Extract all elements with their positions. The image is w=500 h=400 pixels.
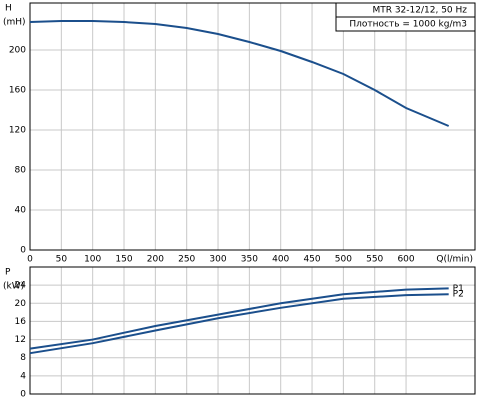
x-tick-label: 100 <box>84 255 101 265</box>
y-tick-label: 8 <box>20 353 26 363</box>
y-axis-unit: (mH) <box>3 18 26 28</box>
y-tick-label: 24 <box>15 281 27 291</box>
plot-area <box>30 267 475 394</box>
y-axis-label: P <box>5 268 11 278</box>
x-axis-label: Q(l/min) <box>436 255 473 265</box>
x-tick-label: 200 <box>147 255 164 265</box>
y-axis-label: H <box>5 4 12 14</box>
annotation: MTR 32-12/12, 50 Hz <box>372 6 467 16</box>
y-tick-label: 40 <box>15 206 27 216</box>
y-tick-label: 200 <box>9 46 26 56</box>
curve <box>29 293 449 355</box>
x-tick-label: 300 <box>209 255 226 265</box>
x-tick-label: 150 <box>115 255 132 265</box>
annotation: Плотность = 1000 kg/m3 <box>349 20 467 30</box>
y-tick-label: 4 <box>20 371 26 381</box>
x-tick-label: 550 <box>366 255 383 265</box>
x-tick-label: 500 <box>335 255 352 265</box>
x-tick-label: 400 <box>272 255 289 265</box>
x-tick-label: 600 <box>397 255 414 265</box>
y-tick-label: 0 <box>20 246 26 256</box>
x-tick-label: 250 <box>178 255 195 265</box>
plot-frame <box>29 266 476 395</box>
y-tick-label: 20 <box>15 299 27 309</box>
x-tick-label: 0 <box>27 255 33 265</box>
plot-area <box>30 3 475 250</box>
y-axis-unit: (kW) <box>3 282 24 292</box>
x-tick-label: 50 <box>56 255 68 265</box>
y-tick-label: 80 <box>15 166 27 176</box>
y-tick-label: 160 <box>9 86 26 96</box>
plot-frame <box>29 2 476 251</box>
y-tick-label: 16 <box>15 317 27 327</box>
x-tick-label: 450 <box>303 255 320 265</box>
series-label: P1 <box>453 284 464 294</box>
curve <box>29 287 449 350</box>
x-tick-label: 350 <box>241 255 258 265</box>
y-tick-label: 0 <box>20 390 26 400</box>
curve <box>29 20 450 127</box>
series-label: P2 <box>453 290 464 300</box>
y-tick-label: 120 <box>9 126 26 136</box>
y-tick-label: 12 <box>15 335 26 345</box>
